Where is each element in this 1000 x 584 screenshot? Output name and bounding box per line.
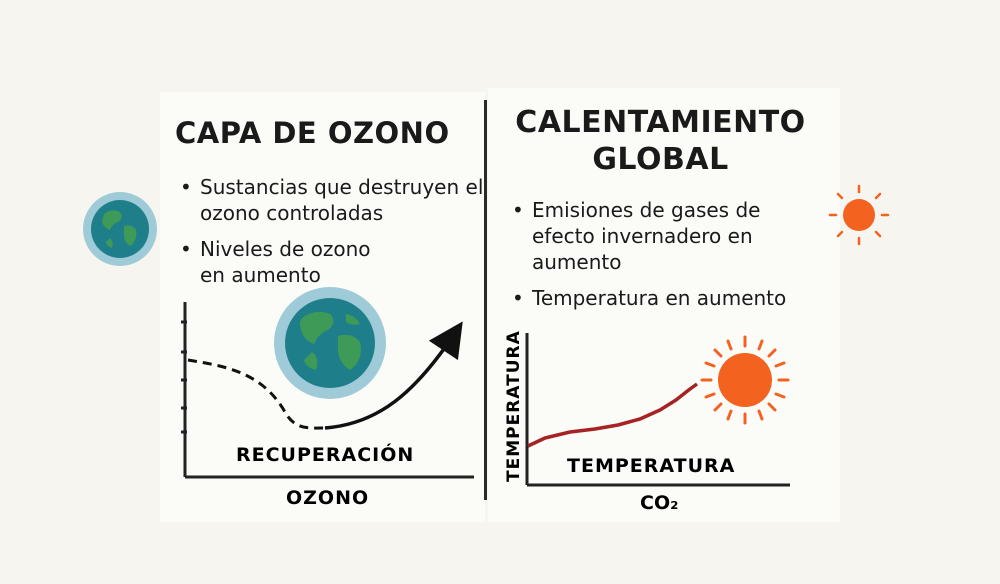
ozone-bullet-list: Sustancias que destruyen el ozono contro… [180,174,490,298]
warming-chart [525,333,790,487]
ozone-bullet: Niveles de ozono en aumento [180,236,390,288]
ozone-decline-curve [187,358,326,430]
warming-title: CALENTAMIENTO GLOBAL [515,105,806,177]
sun-icon [828,184,890,246]
temperature-rise-line [527,382,699,448]
ozone-y-ticks [181,320,187,434]
co2-x-axis-label: CO₂ [640,492,678,514]
ozone-chart [181,302,474,479]
center-divider [484,100,487,500]
warming-bullet: Temperatura en aumento [512,285,822,311]
ozone-recovery-arrow [324,321,463,430]
warming-bullet: Emisiones de gases de efecto invernadero… [512,197,782,275]
sun-icon [700,335,790,425]
temperature-y-axis-label: TEMPERATURA [504,330,524,482]
warming-bullet-list: Emisiones de gases de efecto invernadero… [512,197,822,321]
earth-icon [83,192,157,266]
ozone-x-axis-label: OZONO [286,487,369,509]
temperature-inner-label: TEMPERATURA [567,455,735,477]
ozone-title: CAPA DE OZONO [175,116,450,150]
earth-icon [274,287,386,399]
recovery-label: RECUPERACIÓN [236,442,414,466]
ozone-bullet: Sustancias que destruyen el ozono contro… [180,174,490,226]
